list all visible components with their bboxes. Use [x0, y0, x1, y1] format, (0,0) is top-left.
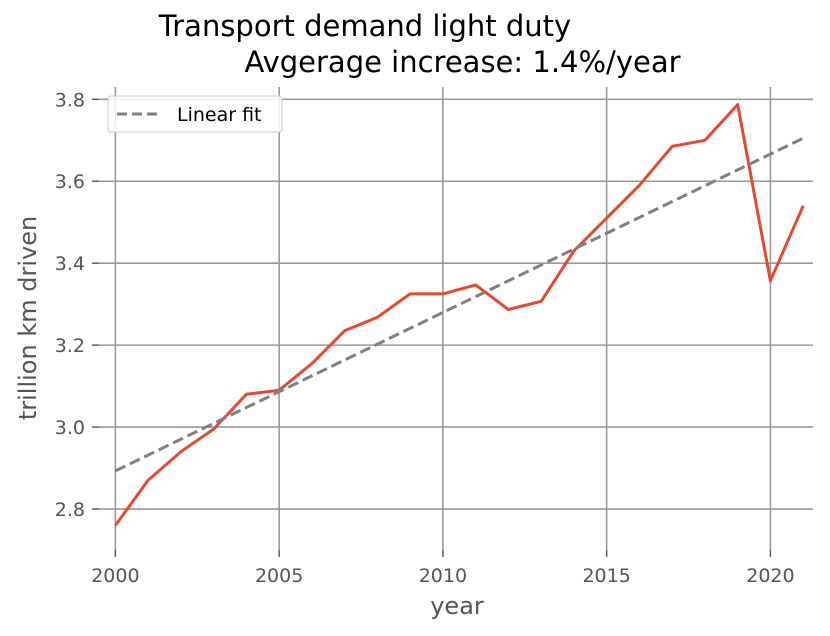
- x-tick-label: 2000: [91, 565, 139, 587]
- grid-lines: [92, 87, 813, 557]
- series-line-demand: [114, 103, 805, 527]
- y-tick-label: 3.0: [55, 417, 85, 439]
- series-group: [114, 103, 805, 527]
- y-tick-label: 3.2: [55, 335, 85, 357]
- legend-box: [107, 95, 283, 133]
- x-tick-label: 2005: [255, 565, 303, 587]
- y-tick-labels: 2.8 3.0 3.2 3.4 3.6 3.8: [55, 89, 85, 521]
- x-axis-label: year: [430, 592, 484, 620]
- legend-label-linear-fit: Linear fit: [177, 104, 262, 126]
- y-tick-label: 3.4: [55, 253, 85, 275]
- y-tick-label: 2.8: [55, 499, 85, 521]
- x-tick-label: 2020: [746, 565, 794, 587]
- y-tick-label: 3.8: [55, 89, 85, 111]
- x-tick-label: 2015: [582, 565, 630, 587]
- y-tick-label: 3.6: [55, 171, 85, 193]
- y-axis-label: trillion km driven: [14, 216, 42, 420]
- chart-title-line2: Avgerage increase: 1.4%/year: [244, 45, 681, 79]
- legend: Linear fit: [107, 95, 283, 133]
- chart-title-line1: Transport demand light duty: [158, 9, 572, 43]
- series-line-linear-fit: [114, 136, 804, 473]
- x-tick-label: 2010: [419, 565, 467, 587]
- x-tick-labels: 2000 2005 2010 2015 2020: [91, 565, 794, 587]
